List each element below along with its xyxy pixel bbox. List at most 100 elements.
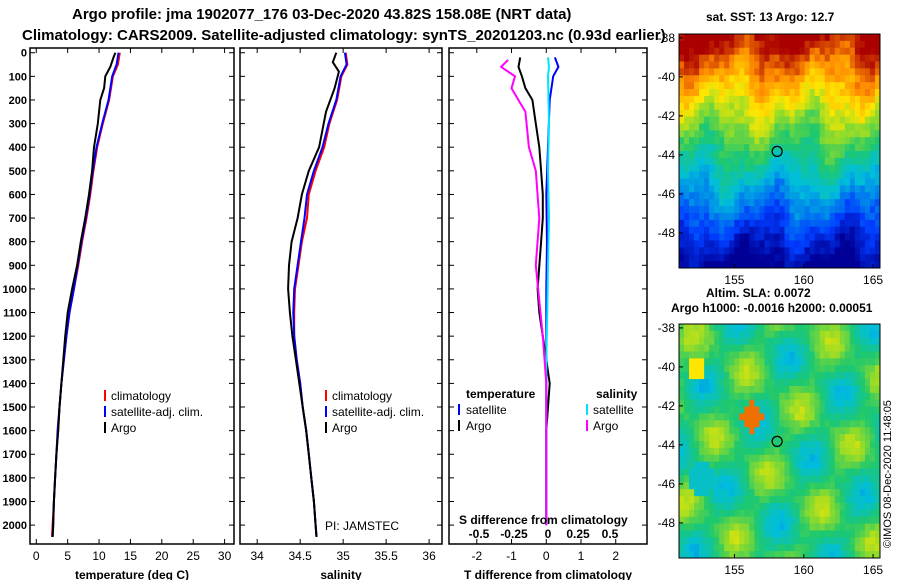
x-tick-label: -2 — [471, 549, 482, 563]
sst-map-title: sat. SST: 13 Argo: 12.7 — [706, 10, 835, 24]
legend-swatch — [104, 406, 106, 417]
depth-tick-label: 1300 — [3, 355, 27, 367]
depth-tick-label: 1600 — [3, 426, 27, 438]
lat-tick-label: -40 — [658, 360, 676, 374]
argo-location-marker — [771, 435, 783, 447]
x-tick-label: 30 — [218, 549, 232, 563]
x-tick-label: 36 — [422, 549, 436, 563]
x-tick-label: 5 — [64, 549, 71, 563]
lat-tick-label: -48 — [658, 226, 676, 240]
x-tick-label: 15 — [124, 549, 138, 563]
depth-tick-label: 1900 — [3, 496, 27, 508]
series-line-climatology — [51, 52, 121, 537]
lat-tick-label: -42 — [658, 399, 676, 413]
x-axis-label: salinity — [320, 568, 362, 580]
x-tick-label: 2 — [612, 549, 619, 563]
depth-tick-label: 1800 — [3, 473, 27, 485]
x-tick-label: 25 — [187, 549, 201, 563]
lat-tick-label: -44 — [658, 148, 676, 162]
depth-tick-label: 400 — [9, 142, 27, 154]
depth-tick-label: 500 — [9, 166, 27, 178]
lat-tick-label: -42 — [658, 109, 676, 123]
depth-tick-label: 1200 — [3, 331, 27, 343]
depth-tick-label: 0 — [21, 48, 27, 60]
depth-tick-label: 200 — [9, 95, 27, 107]
sst-map-image — [679, 34, 881, 269]
legend-heading: salinity — [596, 387, 638, 401]
legend-label: Argo — [593, 419, 619, 433]
lon-tick-label: 165 — [863, 273, 883, 287]
series-line-argo — [287, 52, 340, 537]
depth-tick-label: 900 — [9, 260, 27, 272]
panel-frame-0 — [29, 47, 235, 545]
top-tick-label: 0.5 — [602, 527, 619, 541]
depth-tick-label: 300 — [9, 119, 27, 131]
argo-location-marker — [771, 145, 783, 157]
sla-map-image — [679, 324, 881, 559]
sla-map-title-1: Altim. SLA: 0.0072 — [706, 286, 811, 300]
top-axis-label: S difference from climatology — [459, 513, 628, 527]
legend-label: Argo — [111, 421, 137, 435]
series-line-climatology — [293, 52, 349, 537]
lon-tick-label: 165 — [863, 563, 883, 577]
lon-tick-label: 160 — [794, 273, 814, 287]
x-axis-label: T difference from climatology — [464, 568, 632, 580]
header-line1: Argo profile: jma 1902077_176 03-Dec-202… — [72, 6, 572, 23]
lat-tick-label: -46 — [658, 187, 676, 201]
legend-label: satellite — [593, 403, 634, 417]
depth-tick-label: 1700 — [3, 449, 27, 461]
legend-label: Argo — [466, 419, 492, 433]
legend-label: Argo — [332, 421, 358, 435]
depth-tick-label: 700 — [9, 213, 27, 225]
depth-tick-label: 100 — [9, 71, 27, 83]
series-line-sal_argo — [499, 59, 548, 526]
top-tick-label: -0.5 — [469, 527, 490, 541]
x-tick-label: 10 — [92, 549, 106, 563]
lon-tick-label: 155 — [724, 273, 744, 287]
depth-tick-label: 2000 — [3, 520, 27, 532]
legend-swatch — [104, 390, 106, 401]
top-tick-label: 0 — [545, 527, 552, 541]
series-line-satellite — [51, 52, 120, 537]
legend-swatch — [325, 390, 327, 401]
x-tick-label: 35.5 — [374, 549, 398, 563]
lat-tick-label: -40 — [658, 70, 676, 84]
lat-tick-label: -38 — [658, 321, 676, 335]
x-tick-label: 35 — [336, 549, 350, 563]
legend-swatch — [458, 404, 460, 415]
x-tick-label: 1 — [578, 549, 585, 563]
legend-swatch — [586, 420, 588, 431]
legend-label: climatology — [111, 389, 171, 403]
legend-label: climatology — [332, 389, 392, 403]
x-tick-label: -1 — [506, 549, 517, 563]
legend-label: satellite — [466, 403, 507, 417]
pi-annotation: PI: JAMSTEC — [325, 519, 400, 533]
depth-tick-label: 1100 — [3, 308, 27, 320]
series-line-argo — [517, 57, 551, 526]
series-line-sal_satellite — [545, 57, 551, 526]
lon-tick-label: 160 — [794, 563, 814, 577]
header-line2: Climatology: CARS2009. Satellite-adjuste… — [22, 27, 666, 44]
legend-swatch — [104, 422, 106, 433]
imos-timestamp: ©IMOS 08-Dec-2020 11:48:05 — [882, 400, 894, 548]
series-line-argo — [51, 52, 117, 537]
series-line-satellite — [292, 52, 348, 537]
panel-frame-1 — [239, 47, 443, 545]
depth-tick-label: 800 — [9, 237, 27, 249]
x-axis-label: temperature (deg C) — [75, 568, 189, 580]
x-tick-label: 0 — [543, 549, 550, 563]
legend-label: satellite-adj. clim. — [111, 405, 203, 419]
lat-tick-label: -48 — [658, 516, 676, 530]
sst-map-frame — [678, 33, 881, 269]
panel-frame-2 — [448, 47, 648, 545]
depth-tick-label: 1400 — [3, 378, 27, 390]
lat-tick-label: -46 — [658, 477, 676, 491]
x-tick-label: 0 — [33, 549, 40, 563]
legend-label: satellite-adj. clim. — [332, 405, 424, 419]
depth-tick-label: 1000 — [3, 284, 27, 296]
legend-swatch — [458, 420, 460, 431]
lon-tick-label: 155 — [724, 563, 744, 577]
depth-tick-label: 600 — [9, 189, 27, 201]
x-tick-label: 20 — [155, 549, 169, 563]
